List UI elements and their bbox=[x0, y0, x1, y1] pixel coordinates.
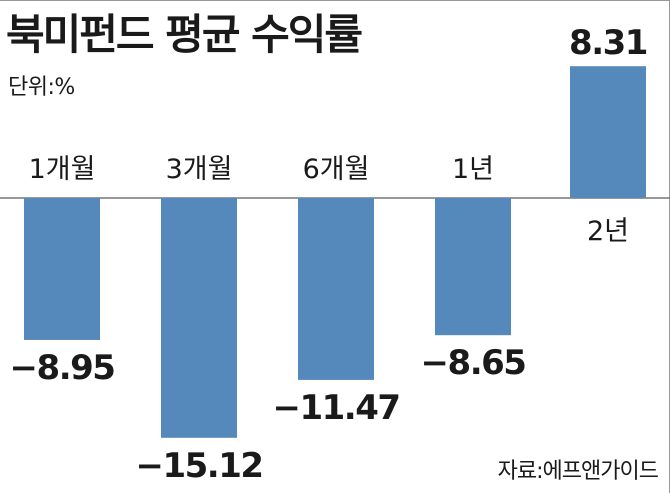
bar-2 bbox=[298, 198, 374, 380]
bar-4 bbox=[570, 66, 646, 198]
category-label-2: 6개월 bbox=[303, 154, 370, 185]
value-label-0: −8.95 bbox=[10, 348, 115, 388]
frame-top-border bbox=[0, 0, 670, 1]
bar-3 bbox=[435, 198, 511, 336]
category-label-0: 1개월 bbox=[29, 154, 96, 185]
chart-title: 북미펀드 평균 수익률 bbox=[6, 10, 363, 59]
value-label-1: −15.12 bbox=[135, 446, 262, 486]
value-label-3: −8.65 bbox=[421, 343, 526, 383]
bar-1 bbox=[161, 198, 237, 438]
category-label-1: 3개월 bbox=[166, 154, 233, 185]
value-label-2: −11.47 bbox=[272, 388, 399, 428]
value-label-4: 8.31 bbox=[569, 23, 647, 63]
source-note: 자료:에프앤가이드 bbox=[497, 459, 659, 484]
category-label-4: 2년 bbox=[587, 216, 629, 247]
unit-label: 단위:% bbox=[8, 75, 75, 100]
category-label-3: 1년 bbox=[452, 154, 494, 185]
bar-0 bbox=[24, 198, 100, 340]
